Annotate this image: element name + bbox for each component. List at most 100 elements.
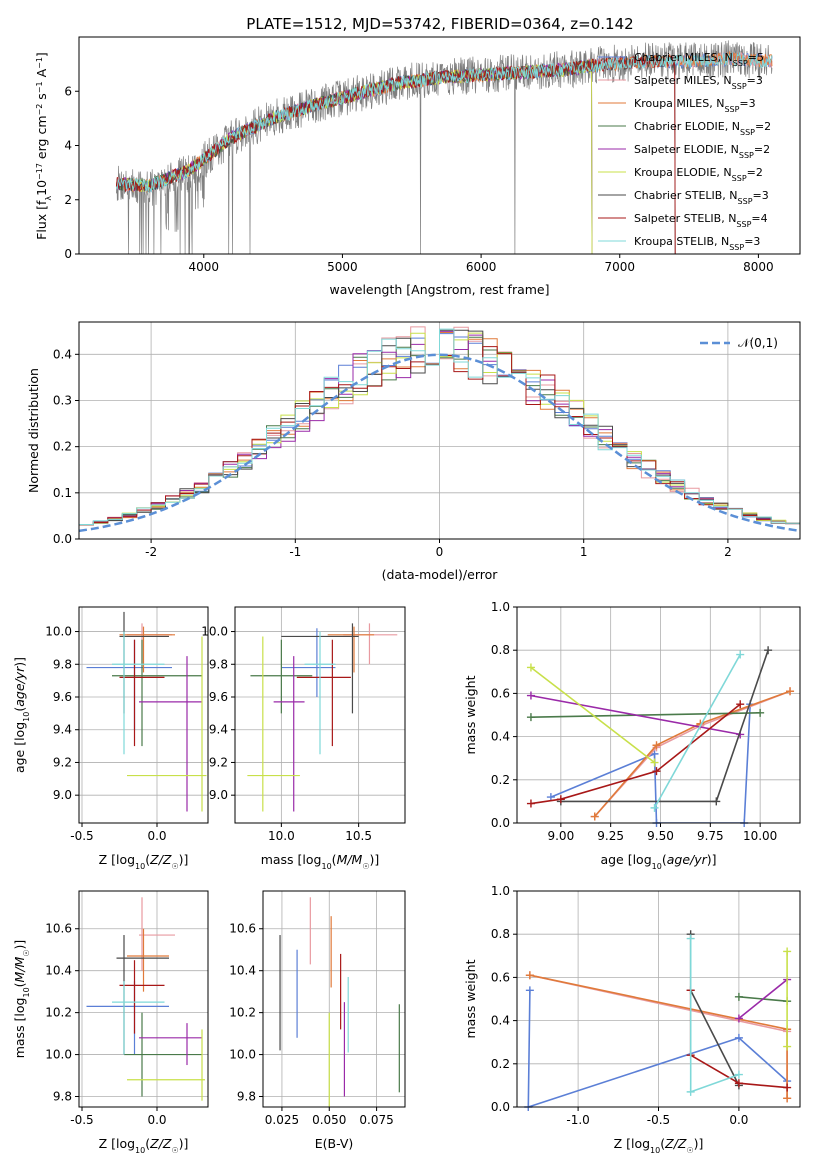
mass-weight-vs-age-point-marker	[526, 663, 535, 672]
spectrum-xtick-label: 4000	[189, 260, 220, 274]
spectrum-ytick-label: 2	[64, 193, 72, 207]
mass-vs-EBV-frame	[262, 890, 406, 1108]
spectrum-xlabel: wavelength [Angstrom, rest frame]	[329, 282, 549, 297]
age-vs-mass-ytick-label: 10.0	[201, 625, 228, 639]
mass-vs-EBV-ytick-label: 10.4	[229, 964, 256, 978]
mass-weight-vs-age-point-marker	[764, 646, 773, 655]
mass-weight-vs-Z-ytick-label: 0.6	[491, 970, 510, 984]
residual-histogram	[79, 328, 800, 525]
age-vs-Z-ytick-label: 9.4	[53, 723, 72, 737]
mass-weight-vs-Z-ytick-label: 0.8	[491, 927, 510, 941]
mass-vs-Z-frame	[78, 890, 209, 1108]
mass-weight-vs-age-point-marker	[556, 795, 565, 804]
mass-weight-vs-age-xlabel: age [log10(age/yr)]	[600, 852, 716, 871]
mass-vs-EBV-ytick-label: 10.2	[229, 1006, 256, 1020]
residuals-xtick-label: 0	[436, 545, 444, 559]
age-vs-Z-xtick-label: -0.5	[70, 829, 93, 843]
mass-weight-vs-age-point-marker	[590, 812, 599, 821]
residuals-ytick-label: 0.1	[53, 486, 72, 500]
mass-weight-vs-age-series-line	[653, 654, 741, 809]
residuals-xtick-label: 1	[580, 545, 588, 559]
residuals-ylabel: Normed distribution	[26, 368, 41, 493]
age-vs-Z-xtick-label: 0.0	[147, 829, 166, 843]
spectrum-legend: Chabrier MILES, NSSP=5 Salpeter MILES, NS…	[598, 51, 771, 252]
mass-weight-vs-Z-point-marker	[734, 1033, 743, 1042]
mass-weight-vs-Z-frame	[516, 890, 801, 1108]
mass-weight-vs-Z-point-marker	[525, 971, 534, 980]
age-vs-Z-ytick-label: 9.6	[53, 690, 72, 704]
mass-vs-EBV-ytick-label: 9.8	[237, 1090, 256, 1104]
spectrum-frame	[78, 36, 801, 255]
mass-vs-EBV-ytick-label: 10.6	[229, 922, 256, 936]
mass-weight-vs-age-point-marker	[756, 708, 765, 717]
mass-weight-vs-age-point-marker	[736, 650, 745, 659]
mass-weight-vs-age-xtick-label: 10.00	[743, 829, 777, 843]
mass-weight-vs-age-point-marker	[650, 803, 659, 812]
mass-vs-Z-ytick-label: 10.6	[45, 922, 72, 936]
gaussian-curve	[79, 353, 800, 533]
mass-weight-vs-age-xtick-label: 9.50	[647, 829, 674, 843]
mass-weight-vs-age-point-marker	[786, 687, 795, 696]
spectrum-ylabel: Flux [fλ10−17 erg cm−2 s−1 A−1]	[34, 52, 53, 240]
residuals-ytick-label: 0.2	[53, 440, 72, 454]
residuals-ytick-label: 0.3	[53, 393, 72, 407]
legend-entry: Salpeter ELODIE, NSSP=2	[634, 143, 770, 160]
mass-vs-Z-ylabel: mass [log10(M/M☉)]	[12, 940, 31, 1059]
spectrum-data-line	[116, 40, 773, 254]
mass-weight-vs-age-series-line	[550, 704, 751, 823]
spectrum-xtick-label: 8000	[743, 260, 774, 274]
mass-vs-EBV-xlabel: E(B-V)	[315, 1136, 354, 1151]
mass-vs-Z-xtick-label: -0.5	[70, 1113, 93, 1127]
residuals-ytick-label: 0.0	[53, 532, 72, 546]
age-vs-mass-xtick-label: 10.5	[345, 829, 372, 843]
residuals-frame	[78, 321, 801, 540]
mass-weight-vs-age-ytick-label: 0.6	[491, 686, 510, 700]
mass-weight-vs-age-point-marker	[526, 799, 535, 808]
mass-weight-vs-Z-point-marker	[734, 1079, 743, 1088]
mass-weight-vs-age-xtick-label: 9.75	[697, 829, 724, 843]
mass-weight-vs-Z-point-marker	[783, 1094, 792, 1103]
spectrum-ytick-label: 6	[64, 84, 72, 98]
mass-weight-vs-age-xtick-label: 9.00	[547, 829, 574, 843]
age-vs-Z-ytick-label: 9.0	[53, 788, 72, 802]
residuals-xtick-label: -2	[145, 545, 157, 559]
mass-weight-vs-age-series-line	[530, 666, 655, 764]
mass-weight-vs-age-ytick-label: 0.0	[491, 816, 510, 830]
mass-weight-vs-Z-point-marker	[686, 934, 695, 943]
mass-weight-vs-Z-ylabel: mass weight	[463, 959, 478, 1038]
mass-weight-vs-Z-xlabel: Z [log10(Z/Z☉)]	[614, 1136, 704, 1155]
mass-vs-Z-ytick-label: 10.0	[45, 1048, 72, 1062]
spectrum-axes: 4000 5000 6000 7000 8000 0 2 4 6	[64, 84, 773, 274]
residuals-ytick-label: 0.4	[53, 347, 72, 361]
legend-entry: Chabrier ELODIE, NSSP=2	[634, 120, 771, 137]
age-vs-mass-ytick-label: 9.6	[209, 690, 228, 704]
mass-vs-EBV-xtick-label: 0.075	[359, 1113, 393, 1127]
mass-weight-vs-Z-xtick-label: 0.0	[729, 1113, 748, 1127]
age-vs-mass-ytick-label: 9.8	[209, 657, 228, 671]
mass-vs-EBV-ytick-label: 10.0	[229, 1048, 256, 1062]
age-vs-mass-ytick-label: 9.2	[209, 755, 228, 769]
residuals-xtick-label: -1	[289, 545, 301, 559]
mass-vs-Z-xtick-label: 0.0	[147, 1113, 166, 1127]
residuals-legend-entry: 𝒩(0,1)	[738, 336, 778, 350]
mass-weight-vs-age-point-marker	[736, 700, 745, 709]
mass-weight-vs-age-xtick-label: 9.25	[597, 829, 624, 843]
legend-entry: Kroupa ELODIE, NSSP=2	[634, 166, 763, 183]
spectrum-ytick-label: 0	[64, 247, 72, 261]
mass-weight-vs-Z-xtick-label: -0.5	[647, 1113, 670, 1127]
mass-weight-vs-Z-point-marker	[525, 986, 534, 995]
mass-vs-EBV-xtick-label: 0.050	[312, 1113, 346, 1127]
mass-weight-vs-age-ytick-label: 0.2	[491, 773, 510, 787]
mass-weight-vs-age-ylabel: mass weight	[463, 675, 478, 754]
mass-weight-vs-Z-series-line	[738, 978, 788, 1020]
figure-title: PLATE=1512, MJD=53742, FIBERID=0364, z=0…	[246, 15, 633, 33]
mass-vs-EBV-axes: 0.025 0.050 0.075 9.8 10.0 10.2 10.4 10.6	[229, 891, 405, 1127]
mass-weight-vs-age-series-line	[530, 712, 761, 718]
mass-weight-vs-Z-point-marker	[686, 1087, 695, 1096]
legend-entry: Salpeter STELIB, NSSP=4	[634, 212, 768, 229]
mass-weight-vs-Z-point-marker	[783, 1042, 792, 1051]
residuals-xtick-label: 2	[724, 545, 732, 559]
spectrum-model-line	[115, 51, 773, 193]
age-vs-mass-ytick-label: 9.0	[209, 788, 228, 802]
age-vs-Z-ylabel: age [log10(age/yr)]	[12, 657, 31, 773]
